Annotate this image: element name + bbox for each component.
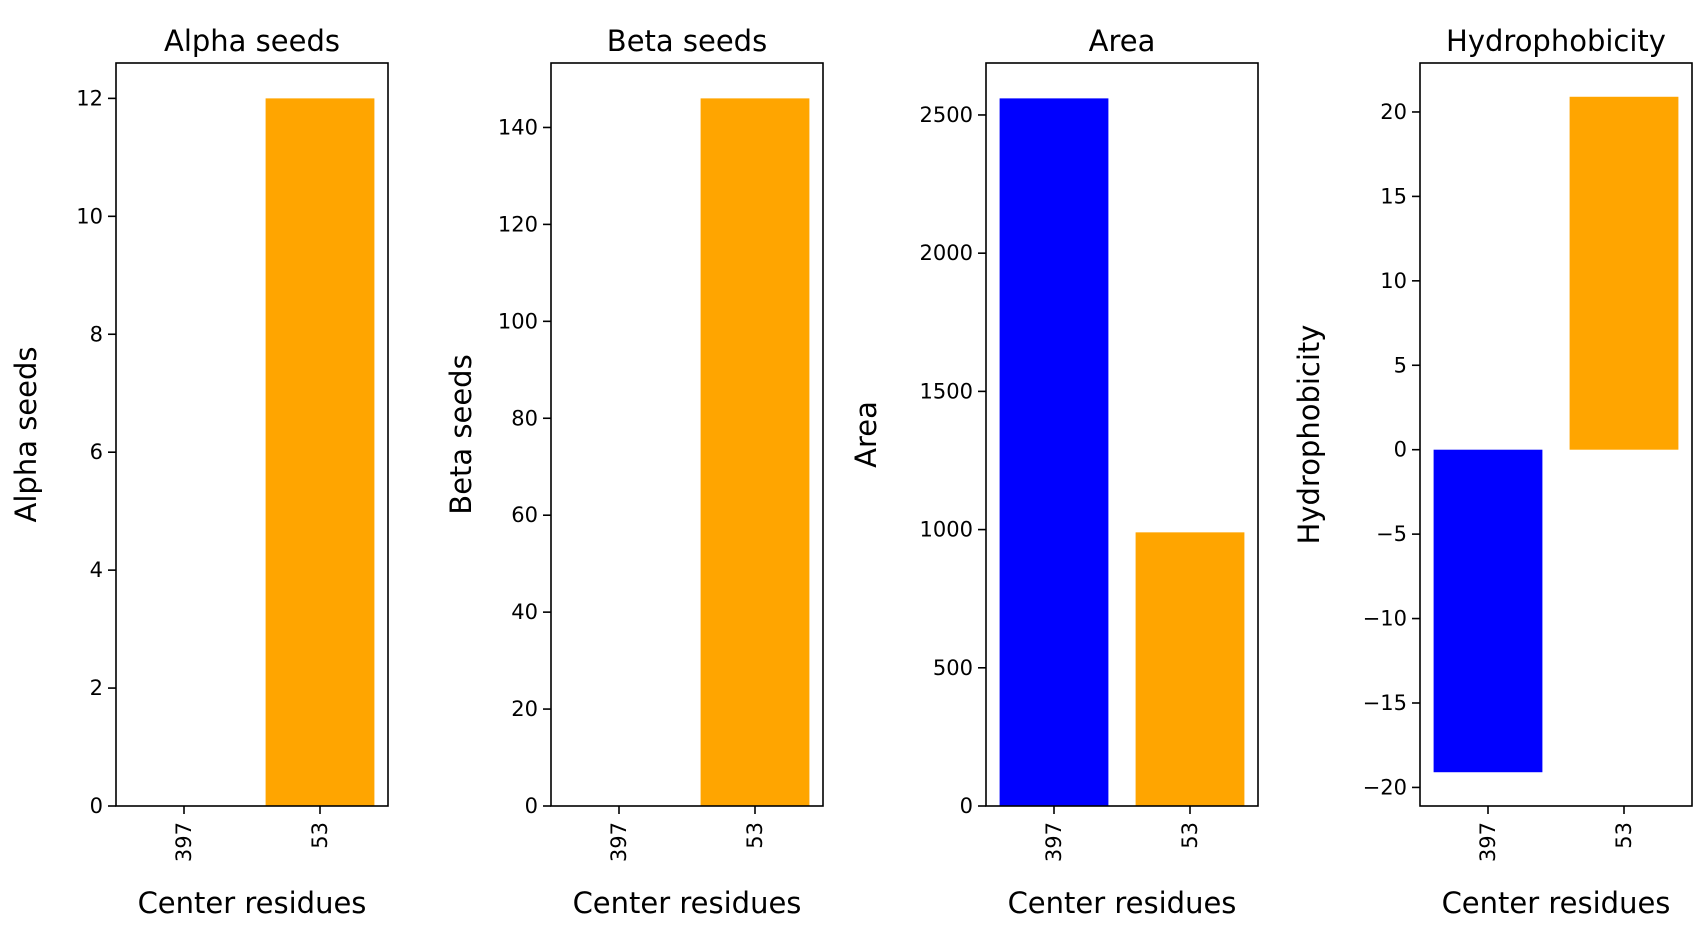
y-tick-label: 40 (511, 600, 538, 624)
plot-frame (550, 62, 824, 807)
y-tick-label: −5 (1376, 522, 1407, 546)
y-tick-label: 1000 (920, 518, 973, 542)
x-tick-label: 53 (1178, 822, 1202, 849)
bar-53 (1569, 96, 1679, 450)
y-tick-label: 6 (90, 440, 103, 464)
bar-397 (999, 98, 1109, 806)
y-tick-label: 4 (90, 558, 103, 582)
y-tick-label: 60 (511, 503, 538, 527)
plot-frame (1419, 62, 1693, 807)
y-tick-label: 5 (1394, 353, 1407, 377)
y-tick-label: 10 (1380, 269, 1407, 293)
y-tick-label: 500 (933, 656, 973, 680)
y-tick-label: −20 (1363, 775, 1407, 799)
y-tick-label: 20 (1380, 100, 1407, 124)
subplot-3: 0 500 1000 1500 2000 2500 397 53 Area Center resi… (849, 24, 1259, 920)
plot-frame (985, 62, 1259, 807)
y-tick-label: 2 (90, 676, 103, 700)
y-tick-label: 140 (498, 115, 538, 139)
y-tick-label: −10 (1363, 607, 1407, 631)
subplot-1: 0 2 4 6 8 10 12 397 53 Alpha seeds Center residues… (9, 24, 389, 920)
x-tick-label: 53 (743, 822, 767, 849)
chart-title: Alpha seeds (164, 24, 340, 58)
y-tick-label: 2000 (920, 241, 973, 265)
x-axis-label: Center residues (138, 886, 367, 920)
chart-title: Hydrophobicity (1446, 24, 1666, 58)
chart-title: Beta seeds (607, 24, 767, 58)
y-tick-label: 120 (498, 212, 538, 236)
y-tick-label: 80 (511, 406, 538, 430)
x-tick-label: 397 (1042, 822, 1066, 862)
y-tick-label: 2500 (920, 103, 973, 127)
x-tick-label: 397 (1476, 822, 1500, 862)
chart-title: Area (1089, 24, 1156, 58)
bar-397 (1433, 449, 1543, 773)
y-axis-label: Alpha seeds (9, 347, 43, 523)
y-tick-label: 0 (1394, 438, 1407, 462)
x-tick-label: 53 (1612, 822, 1636, 849)
bar-53 (265, 98, 375, 806)
y-tick-label: 10 (76, 204, 103, 228)
x-axis-label: Center residues (1442, 886, 1671, 920)
y-tick-label: 0 (960, 794, 973, 818)
y-tick-label: 12 (76, 86, 103, 110)
y-tick-label: 8 (90, 322, 103, 346)
plot-frame (115, 62, 389, 807)
x-tick-label: 397 (172, 822, 196, 862)
y-tick-label: 0 (525, 794, 538, 818)
x-tick-label: 53 (308, 822, 332, 849)
x-axis-label: Center residues (1008, 886, 1237, 920)
y-tick-label: 15 (1380, 184, 1407, 208)
x-tick-label: 397 (607, 822, 631, 862)
y-tick-label: 20 (511, 697, 538, 721)
y-tick-label: 100 (498, 309, 538, 333)
y-tick-label: −15 (1363, 691, 1407, 715)
x-axis-label: Center residues (573, 886, 802, 920)
y-axis-label: Hydrophobicity (1292, 325, 1326, 545)
y-axis-label: Beta seeds (444, 354, 478, 514)
y-tick-label: 0 (90, 794, 103, 818)
bar-53 (700, 98, 810, 806)
y-axis-label: Area (849, 401, 883, 468)
bar-53 (1135, 532, 1245, 806)
subplot-2: 0 20 40 60 80 100 120 140 397 53 Beta seeds Center … (444, 24, 824, 920)
subplot-4: −20 −15 −10 −5 0 5 10 15 20 397 53 Hydrophobicity Ce… (1292, 24, 1693, 920)
y-tick-label: 1500 (920, 379, 973, 403)
